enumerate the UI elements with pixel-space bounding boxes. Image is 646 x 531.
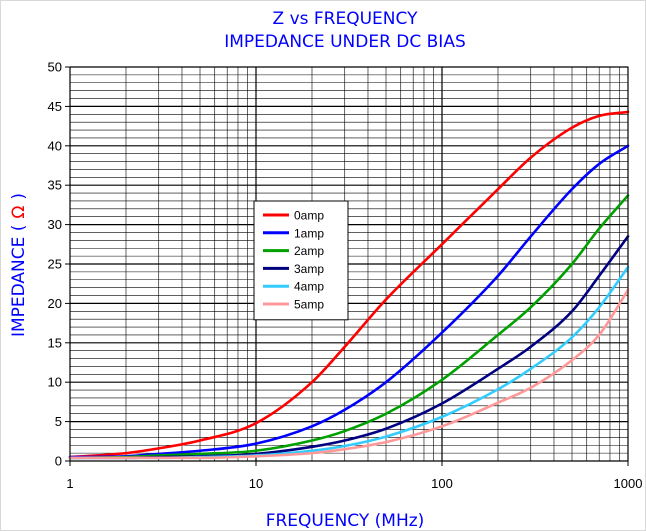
y-tick-label: 5 — [55, 414, 62, 429]
series-line-5amp — [68, 288, 630, 460]
series-line-3amp — [68, 235, 630, 460]
x-axis-title: FREQUENCY (MHz) — [266, 511, 425, 531]
x-tick-label: 10 — [249, 476, 263, 491]
legend-label: 2amp — [294, 244, 324, 258]
y-tick-label: 40 — [48, 138, 62, 153]
legend-label: 3amp — [294, 262, 324, 276]
chart-subtitle: IMPEDANCE UNDER DC BIAS — [224, 32, 466, 52]
y-axis-title-unit: Ω — [9, 206, 29, 219]
legend-label: 5amp — [294, 298, 324, 312]
y-tick-label: 25 — [48, 257, 62, 272]
y-axis-title-close: ) — [9, 193, 29, 200]
y-tick-label: 50 — [48, 60, 62, 75]
legend-box — [253, 200, 349, 321]
series-lines — [68, 110, 630, 460]
x-tick-label: 1000 — [614, 476, 643, 491]
y-axis-ticks: 0 5 10 15 20 25 30 35 40 45 50 — [48, 60, 70, 469]
legend-label: 0amp — [294, 209, 324, 223]
y-tick-label: 30 — [48, 217, 62, 232]
y-axis-title-main: IMPEDANCE ( — [9, 225, 29, 337]
x-axis-ticks: 1 10 100 1000 — [66, 461, 642, 491]
series-line-2amp — [68, 194, 630, 460]
legend: 0amp 1amp 2amp 3amp 4amp 5amp — [253, 200, 349, 321]
minor-grid — [70, 67, 628, 461]
y-tick-label: 20 — [48, 296, 62, 311]
y-tick-label: 10 — [48, 375, 62, 390]
chart-title: Z vs FREQUENCY — [273, 9, 419, 29]
legend-label: 1amp — [294, 226, 324, 240]
major-grid — [69, 66, 629, 462]
y-tick-label: 0 — [55, 454, 62, 469]
y-tick-label: 35 — [48, 178, 62, 193]
y-axis-title: IMPEDANCE ( Ω) — [9, 193, 29, 337]
x-tick-label: 100 — [431, 476, 453, 491]
y-tick-label: 45 — [48, 99, 62, 114]
x-tick-label: 1 — [66, 476, 73, 491]
y-tick-label: 15 — [48, 335, 62, 350]
series-line-0amp — [68, 110, 630, 459]
series-line-1amp — [68, 144, 630, 459]
legend-label: 4amp — [294, 280, 324, 294]
